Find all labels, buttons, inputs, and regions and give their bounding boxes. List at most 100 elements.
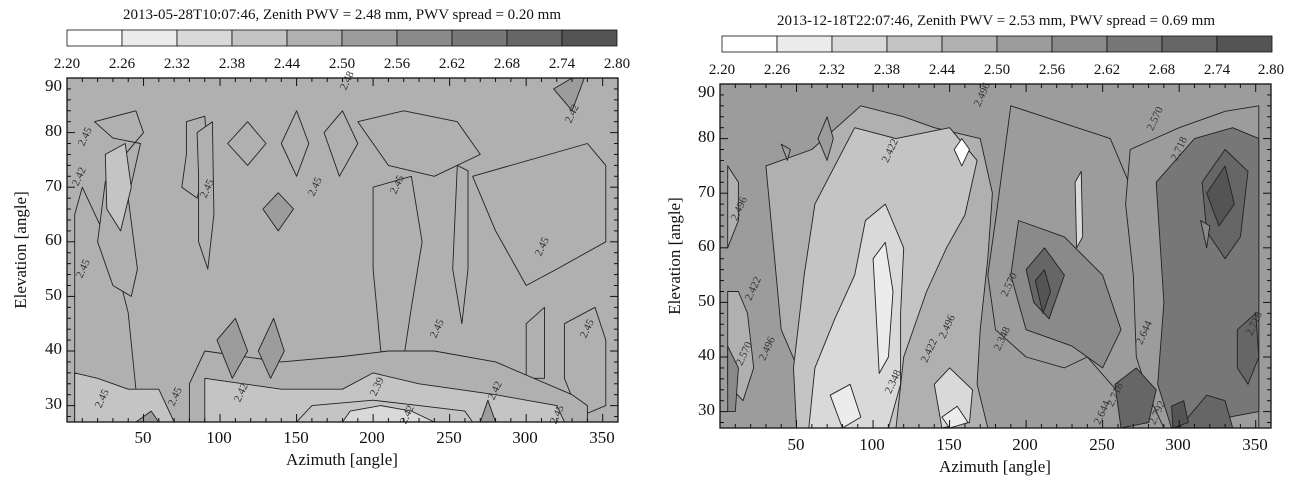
axis-ticks [720, 83, 1271, 428]
contour-region [872, 241, 894, 374]
y-tick-label: 30 [45, 394, 62, 413]
contour-region [357, 110, 481, 177]
y-tick-label: 80 [45, 121, 62, 140]
colorbar-tick-label: 2.74 [1204, 62, 1231, 78]
x-tick-label: 250 [1089, 435, 1115, 454]
colorbar-tick-label: 2.26 [764, 62, 791, 78]
contour-plot-area [67, 78, 618, 422]
contour-region [479, 399, 497, 422]
x-tick-label: 300 [512, 428, 538, 447]
colorbar-tick-labels: 2.20 2.26 2.32 2.38 2.44 2.50 2.56 2.62 … [709, 62, 1284, 78]
x-tick-labels: 50 100 150 200 250 300 350 [788, 435, 1268, 454]
colorbar-tick-label: 2.44 [929, 62, 956, 78]
contour-region [1034, 269, 1052, 314]
colorbar-tick-label: 2.62 [439, 56, 465, 72]
colorbar-swatch [176, 29, 233, 47]
colorbar-swatch [506, 29, 563, 47]
colorbar-swatch [1051, 35, 1108, 53]
contour-region [104, 143, 132, 232]
chart-title: 2013-05-28T10:07:46, Zenith PWV = 2.48 m… [123, 7, 561, 23]
colorbar-swatch [831, 35, 888, 53]
contour-region [372, 175, 423, 379]
colorbar-tick-label: 2.20 [709, 62, 735, 78]
colorbar-swatch [451, 29, 508, 47]
colorbar-swatch [941, 35, 998, 53]
y-axis-label: Elevation [angle] [665, 197, 684, 315]
contour-region [74, 372, 175, 422]
colorbar-tick-label: 2.68 [1149, 62, 1175, 78]
y-tick-labels: 30 40 50 60 70 80 90 [698, 82, 715, 419]
contour-region [227, 121, 267, 166]
colorbar-tick-label: 2.80 [604, 56, 630, 72]
contour-region [262, 192, 294, 232]
colorbar-tick-labels: 2.20 2.26 2.32 2.38 2.44 2.50 2.56 2.62 … [54, 56, 630, 72]
contour-region [563, 306, 607, 417]
contour-region [216, 317, 249, 379]
colorbar-swatch [561, 29, 618, 47]
left-chart-panel: 2013-05-28T10:07:46, Zenith PWV = 2.48 m… [11, 7, 630, 469]
y-tick-label: 70 [45, 176, 62, 195]
x-tick-label: 350 [589, 428, 615, 447]
colorbar-tick-label: 2.44 [274, 56, 301, 72]
contour-region [1171, 400, 1189, 428]
colorbar-swatch [1106, 35, 1163, 53]
chart-title: 2013-12-18T22:07:46, Zenith PWV = 2.53 m… [777, 13, 1215, 29]
colorbar-swatch [776, 35, 833, 53]
colorbar-tick-label: 2.26 [109, 56, 136, 72]
colorbar-swatch [996, 35, 1053, 53]
colorbar-tick-label: 2.38 [219, 56, 245, 72]
contour-region [472, 143, 607, 286]
y-tick-label: 60 [45, 230, 62, 249]
y-tick-label: 50 [698, 291, 715, 310]
x-tick-label: 150 [936, 435, 962, 454]
y-tick-label: 90 [45, 76, 62, 95]
y-tick-label: 60 [698, 236, 715, 255]
x-tick-label: 200 [1012, 435, 1038, 454]
colorbar-tick-label: 2.80 [1258, 62, 1284, 78]
y-tick-label: 40 [45, 339, 62, 358]
x-tick-label: 50 [788, 435, 805, 454]
contour-region [196, 121, 215, 270]
x-tick-label: 250 [436, 428, 462, 447]
colorbar-tick-label: 2.50 [984, 62, 1010, 78]
contour-region [1114, 367, 1157, 428]
x-tick-label: 100 [859, 435, 885, 454]
right-chart-panel: 2013-12-18T22:07:46, Zenith PWV = 2.53 m… [665, 13, 1284, 476]
contour-region [780, 143, 791, 161]
colorbar-swatch [721, 35, 778, 53]
x-axis-label: Azimuth [angle] [286, 450, 398, 469]
x-tick-label: 350 [1242, 435, 1268, 454]
contour-region [280, 110, 310, 177]
contour-region [553, 78, 585, 112]
x-tick-label: 150 [283, 428, 309, 447]
colorbar-swatch [121, 29, 178, 47]
contour-region [1236, 312, 1260, 385]
colorbar-swatch [286, 29, 343, 47]
colorbar-swatch [231, 29, 288, 47]
contour-region [257, 317, 285, 379]
colorbar-tick-label: 2.68 [494, 56, 520, 72]
contour-region [1206, 165, 1235, 227]
contour-region [953, 138, 970, 167]
contour-region [1178, 394, 1234, 428]
contour-region [941, 405, 969, 428]
contour-region [727, 165, 739, 249]
contour-region [74, 186, 137, 422]
colorbar-tick-label: 2.56 [1039, 62, 1066, 78]
colorbar [721, 35, 1273, 53]
colorbar-swatch [886, 35, 943, 53]
axis-ticks [67, 77, 618, 422]
y-tick-labels: 30 40 50 60 70 80 90 [45, 76, 62, 413]
contour-region [342, 405, 435, 422]
colorbar-tick-label: 2.32 [164, 56, 190, 72]
colorbar-tick-label: 2.32 [819, 62, 845, 78]
contour-region [727, 345, 739, 413]
y-axis-label: Elevation [angle] [11, 191, 30, 309]
x-tick-label: 200 [359, 428, 385, 447]
y-tick-label: 80 [698, 127, 715, 146]
colorbar-tick-label: 2.62 [1094, 62, 1120, 78]
contour-region [1074, 170, 1084, 249]
colorbar-swatch [1216, 35, 1273, 53]
x-axis-label: Azimuth [angle] [939, 457, 1051, 476]
